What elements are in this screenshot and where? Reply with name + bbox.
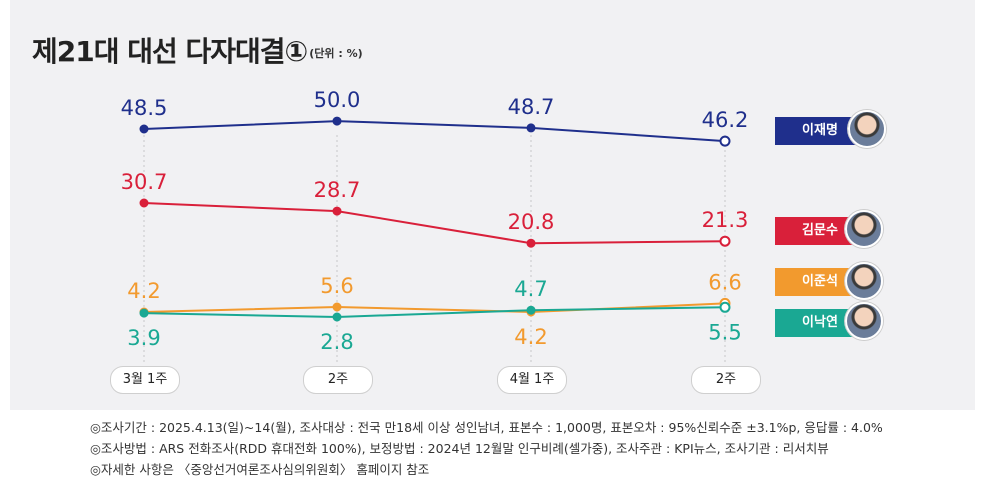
- unit-label: (단위 : %): [309, 47, 363, 60]
- data-point: [332, 206, 342, 216]
- footnotes: ◎조사기간 : 2025.4.13(일)~14(월), 조사대상 : 전국 만1…: [90, 417, 883, 480]
- data-label: 6.6: [708, 270, 741, 294]
- data-label: 46.2: [702, 108, 749, 132]
- data-point: [332, 312, 342, 322]
- footnote-survey-period: ◎조사기간 : 2025.4.13(일)~14(월), 조사대상 : 전국 만1…: [90, 420, 883, 435]
- data-point: [526, 123, 536, 133]
- data-point: [139, 198, 149, 208]
- portrait-lee-nakyon: [845, 302, 883, 340]
- portrait-lee-junseok: [845, 262, 883, 300]
- data-label: 5.5: [708, 320, 741, 344]
- line-chart: 48.5 50.0 48.746.230.7 28.720.8 21.34.2 5.64.…: [121, 88, 749, 362]
- data-label: 4.7: [514, 277, 547, 301]
- data-point: [719, 135, 731, 147]
- series-line: [143, 202, 726, 245]
- data-label: 4.2: [514, 325, 547, 349]
- data-label: 2.8: [320, 330, 353, 354]
- data-label: 30.7: [121, 170, 168, 194]
- x-tick-label: 2주: [303, 366, 373, 394]
- data-label: 50.0: [314, 88, 361, 112]
- data-point: [719, 301, 731, 313]
- data-point: [139, 124, 149, 134]
- series-line: [143, 302, 726, 314]
- data-label: 48.5: [121, 96, 168, 120]
- series-3: 3.9 2.8 4.7 5.5: [127, 277, 741, 354]
- data-point: [719, 235, 731, 247]
- series-line: [143, 306, 726, 319]
- data-label: 48.7: [508, 95, 555, 119]
- footnote-reference: ◎자세한 사항은 〈중앙선거여론조사심의위원회〉 홈페이지 참조: [90, 462, 430, 477]
- series-2: 4.2 5.6 4.2 6.6: [127, 270, 741, 349]
- data-label: 20.8: [508, 210, 555, 234]
- data-label: 4.2: [127, 279, 160, 303]
- data-label: 21.3: [702, 208, 749, 232]
- series-1: 30.7 28.7 20.8 21.3: [121, 170, 749, 248]
- chart-title: 제21대 대선 다자대결① (단위 : %): [32, 35, 363, 68]
- data-point: [332, 302, 342, 312]
- portrait-lee-jaemyung: [848, 110, 886, 148]
- series-0: 48.5 50.0 48.7 46.2: [121, 88, 749, 147]
- data-label: 3.9: [127, 326, 160, 350]
- data-point: [139, 308, 149, 318]
- footnote-survey-method: ◎조사방법 : ARS 전화조사(RDD 휴대전화 100%), 보정방법 : …: [90, 441, 829, 456]
- series-line: [143, 120, 726, 143]
- data-point: [526, 238, 536, 248]
- data-label: 5.6: [320, 274, 353, 298]
- x-tick-label: 4월 1주: [497, 366, 567, 394]
- x-tick-label: 2주: [691, 366, 761, 394]
- data-point: [332, 116, 342, 126]
- x-tick-label: 3월 1주: [110, 366, 180, 394]
- portrait-kim-moonsoo: [845, 210, 883, 248]
- data-label: 28.7: [314, 178, 361, 202]
- data-point: [526, 305, 536, 315]
